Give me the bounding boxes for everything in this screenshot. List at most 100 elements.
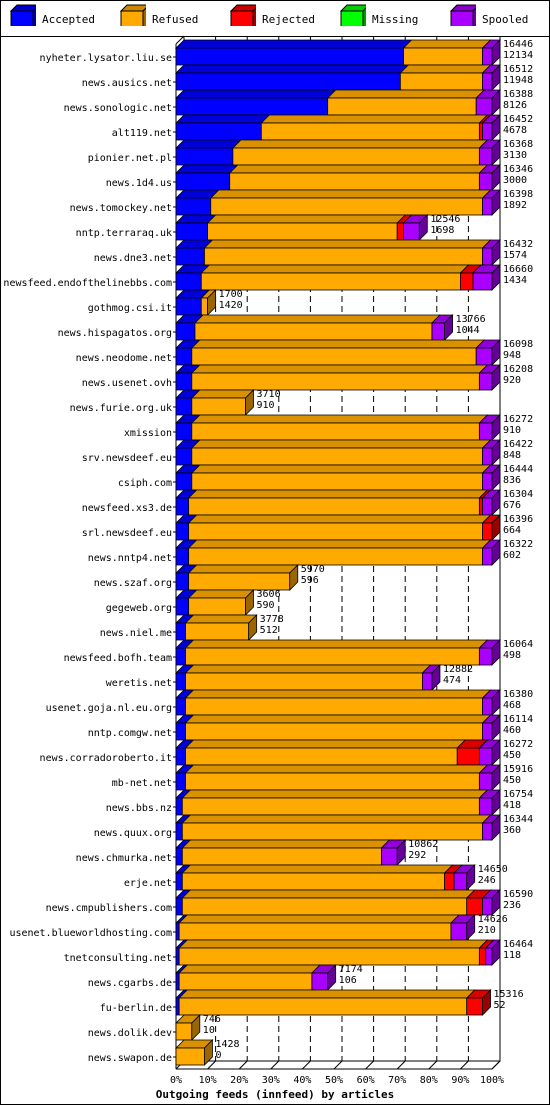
accepted-value-label: 1434 (503, 275, 527, 286)
category-label: news.1d4.us (106, 178, 172, 189)
bar-segment-spooled (478, 172, 493, 191)
bar-segment-accepted (175, 47, 404, 66)
bar-side (418, 214, 428, 241)
category-label: erje.net (124, 878, 172, 889)
accepted-value-label: 948 (503, 350, 521, 361)
bar-segment-top-refused (184, 639, 489, 649)
accepted-value-label: 474 (443, 675, 461, 686)
bar-segment-accepted (175, 772, 186, 791)
bar-segment-accepted (175, 872, 183, 891)
bar-segment-top-refused (402, 39, 492, 49)
total-value-label: 16660 (503, 264, 533, 275)
bar-segment-rejected (396, 222, 404, 241)
bar-segment-top-refused (190, 389, 255, 399)
bar-segment-spooled (311, 972, 329, 991)
bar-side (491, 939, 501, 966)
bar-segment-spooled (482, 197, 493, 216)
bar-side (491, 189, 501, 216)
accepted-value-label: 590 (257, 600, 275, 611)
bar-segment-refused (181, 797, 480, 816)
total-value-label: 16464 (503, 939, 533, 950)
bar-side (466, 864, 476, 891)
accepted-value-label: 910 (257, 400, 275, 411)
bar-segment-refused (191, 347, 477, 366)
x-tick-label: 40% (293, 1075, 311, 1086)
bar-segment-spooled (482, 72, 493, 91)
bar-segment-spooled (482, 47, 493, 66)
bar-segment-top-accepted (175, 164, 239, 174)
bar-side (491, 89, 501, 116)
bar-segment-spooled (403, 222, 420, 241)
bar-segment-accepted (175, 422, 193, 441)
bar-segment-accepted (175, 947, 180, 966)
bar-side (491, 489, 501, 516)
accepted-value-label: 3000 (503, 175, 527, 186)
bar-segment-refused (178, 922, 452, 941)
bar-side (491, 264, 501, 291)
category-label: news.cgarbs.de (88, 978, 172, 989)
bar-segment-rejected (482, 522, 493, 541)
bar-segment-spooled (478, 372, 493, 391)
x-axis-title: Outgoing feeds (innfeed) by articles (156, 1088, 394, 1101)
bar-side (204, 1039, 213, 1066)
bar-segment-refused (200, 297, 208, 316)
bar-segment-top-refused (184, 739, 467, 749)
category-label: news.usenet.ovh (82, 378, 172, 389)
bar-segment-top-refused (178, 989, 476, 999)
accepted-value-label: 418 (503, 800, 521, 811)
bar-segment-top-refused (190, 439, 492, 449)
bar-segment-top-refused (184, 764, 489, 774)
category-label: fu-berlin.de (100, 1003, 172, 1014)
total-value-label: 16432 (503, 239, 533, 250)
bar-segment-refused (185, 622, 250, 641)
accepted-value-label: 11948 (503, 75, 533, 86)
total-value-label: 13766 (456, 314, 486, 325)
accepted-value-label: 12134 (503, 50, 533, 61)
category-label: srl.newsdeef.eu (82, 528, 172, 539)
bar-segment-spooled (475, 347, 493, 366)
floor-tick (460, 1060, 469, 1070)
bar-segment-top-refused (181, 839, 391, 849)
floor-tick (270, 1060, 280, 1070)
category-label: news.swapon.de (88, 1053, 172, 1064)
accepted-value-label: 360 (503, 825, 521, 836)
bar-side (491, 714, 501, 741)
bar-side (491, 439, 501, 466)
bar-segment-accepted (175, 647, 186, 666)
total-value-label: 15916 (503, 764, 533, 775)
bar-segment-accepted (175, 697, 186, 716)
total-value-label: 14650 (478, 864, 508, 875)
total-value-label: 16064 (503, 639, 533, 650)
total-value-label: 15316 (494, 989, 524, 1000)
bar-segment-spooled (478, 422, 493, 441)
bar-segment-refused (207, 222, 398, 241)
bar-segment-spooled (478, 647, 493, 666)
bar-segment-accepted (175, 722, 186, 741)
bar-segment-refused (185, 697, 483, 716)
bar-segment-top-accepted (175, 89, 337, 99)
total-value-label: 14626 (478, 914, 508, 925)
accepted-value-label: 118 (503, 950, 521, 961)
bar-segment-accepted (175, 372, 193, 391)
bar-segment-rejected (478, 497, 483, 516)
bar-segment-refused (185, 747, 458, 766)
accepted-value-label: 3130 (503, 150, 527, 161)
bar-side (491, 764, 501, 791)
bar-segment-refused (188, 522, 483, 541)
legend-label: Missing (372, 13, 419, 26)
bar-segment-refused (175, 1047, 205, 1066)
bar-segment-refused (181, 822, 483, 841)
bar-segment-refused (327, 97, 477, 116)
bar-segment-refused (229, 172, 480, 191)
bar-segment-top-refused (181, 789, 489, 799)
legend-swatch-refused (120, 4, 146, 26)
bar-segment-top-refused (184, 664, 432, 674)
bar-segment-spooled (482, 122, 493, 141)
accepted-value-label: 8126 (503, 100, 527, 111)
bar-segment-refused (191, 472, 483, 491)
bar-segment-spooled (485, 947, 493, 966)
legend-label: Spooled (482, 13, 529, 26)
bar-segment-spooled (475, 97, 493, 116)
category-label: newsfeed.bofh.team (64, 653, 172, 664)
